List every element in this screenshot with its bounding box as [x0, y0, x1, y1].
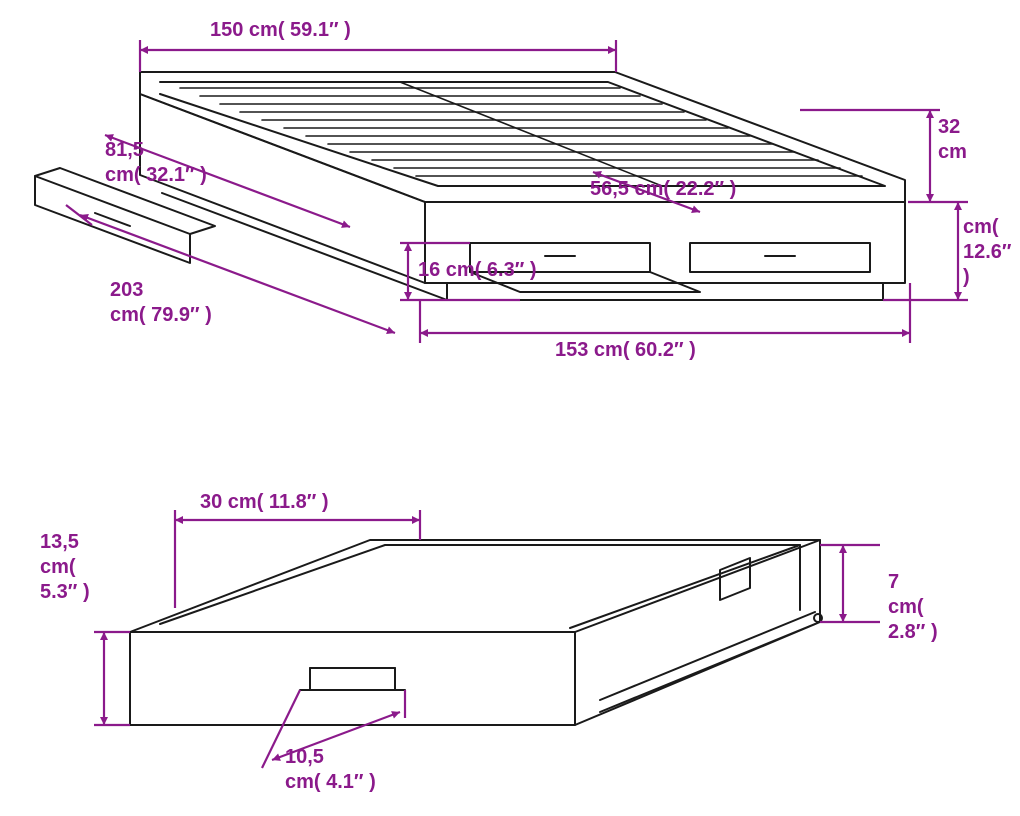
dim-length-l1: 203: [110, 279, 143, 301]
dim-drawer-front-height-l2: cm(: [40, 556, 76, 578]
dim-handle-length-l2: cm( 4.1″ ): [285, 771, 376, 793]
dim-drawer-inner-height-l2: cm(: [888, 596, 924, 618]
dim-height-12p6-l3: ): [963, 266, 970, 288]
dim-length: 203 cm( 79.9″ ): [110, 278, 212, 328]
dim-height-32-l2: cm: [938, 141, 967, 163]
dim-top-width: 150 cm( 59.1″ ): [210, 18, 351, 43]
dim-height-12p6-l1: cm(: [963, 216, 999, 238]
dim-drawer-inner-height: 7 cm( 2.8″ ): [888, 570, 938, 645]
dim-side-drawer-depth: 81,5 cm( 32.1″ ): [105, 138, 207, 188]
dim-side-drawer-depth-l1: 81,5: [105, 139, 144, 161]
dim-drawer-inner-height-l3: 2.8″ ): [888, 621, 938, 643]
dim-front-drawer-depth: 56,5 cm( 22.2″ ): [590, 177, 736, 202]
dim-height-32: 32 cm: [938, 115, 967, 165]
dim-handle-length-l1: 10,5: [285, 746, 324, 768]
dim-drawer-front-height-l1: 13,5: [40, 531, 79, 553]
dim-front-width: 153 cm( 60.2″ ): [555, 338, 696, 363]
dim-drawer-front-height: 13,5 cm( 5.3″ ): [40, 530, 90, 605]
dim-side-drawer-depth-l2: cm( 32.1″ ): [105, 164, 207, 186]
dim-handle-length: 10,5 cm( 4.1″ ): [285, 745, 376, 795]
technical-drawing: [0, 0, 1020, 816]
diagram-stage: 150 cm( 59.1″ ) 81,5 cm( 32.1″ ) 56,5 cm…: [0, 0, 1020, 816]
dim-drawer-top-width: 30 cm( 11.8″ ): [200, 490, 329, 515]
dim-length-l2: cm( 79.9″ ): [110, 304, 212, 326]
dim-drawer-front-height-l3: 5.3″ ): [40, 581, 90, 603]
dim-height-12p6: cm( 12.6″ ): [963, 215, 1012, 290]
dim-height-12p6-l2: 12.6″: [963, 241, 1012, 263]
dim-drawer-inner-height-l1: 7: [888, 571, 899, 593]
dim-height-32-l1: 32: [938, 116, 960, 138]
dim-drawer-height: 16 cm( 6.3″ ): [418, 258, 537, 283]
